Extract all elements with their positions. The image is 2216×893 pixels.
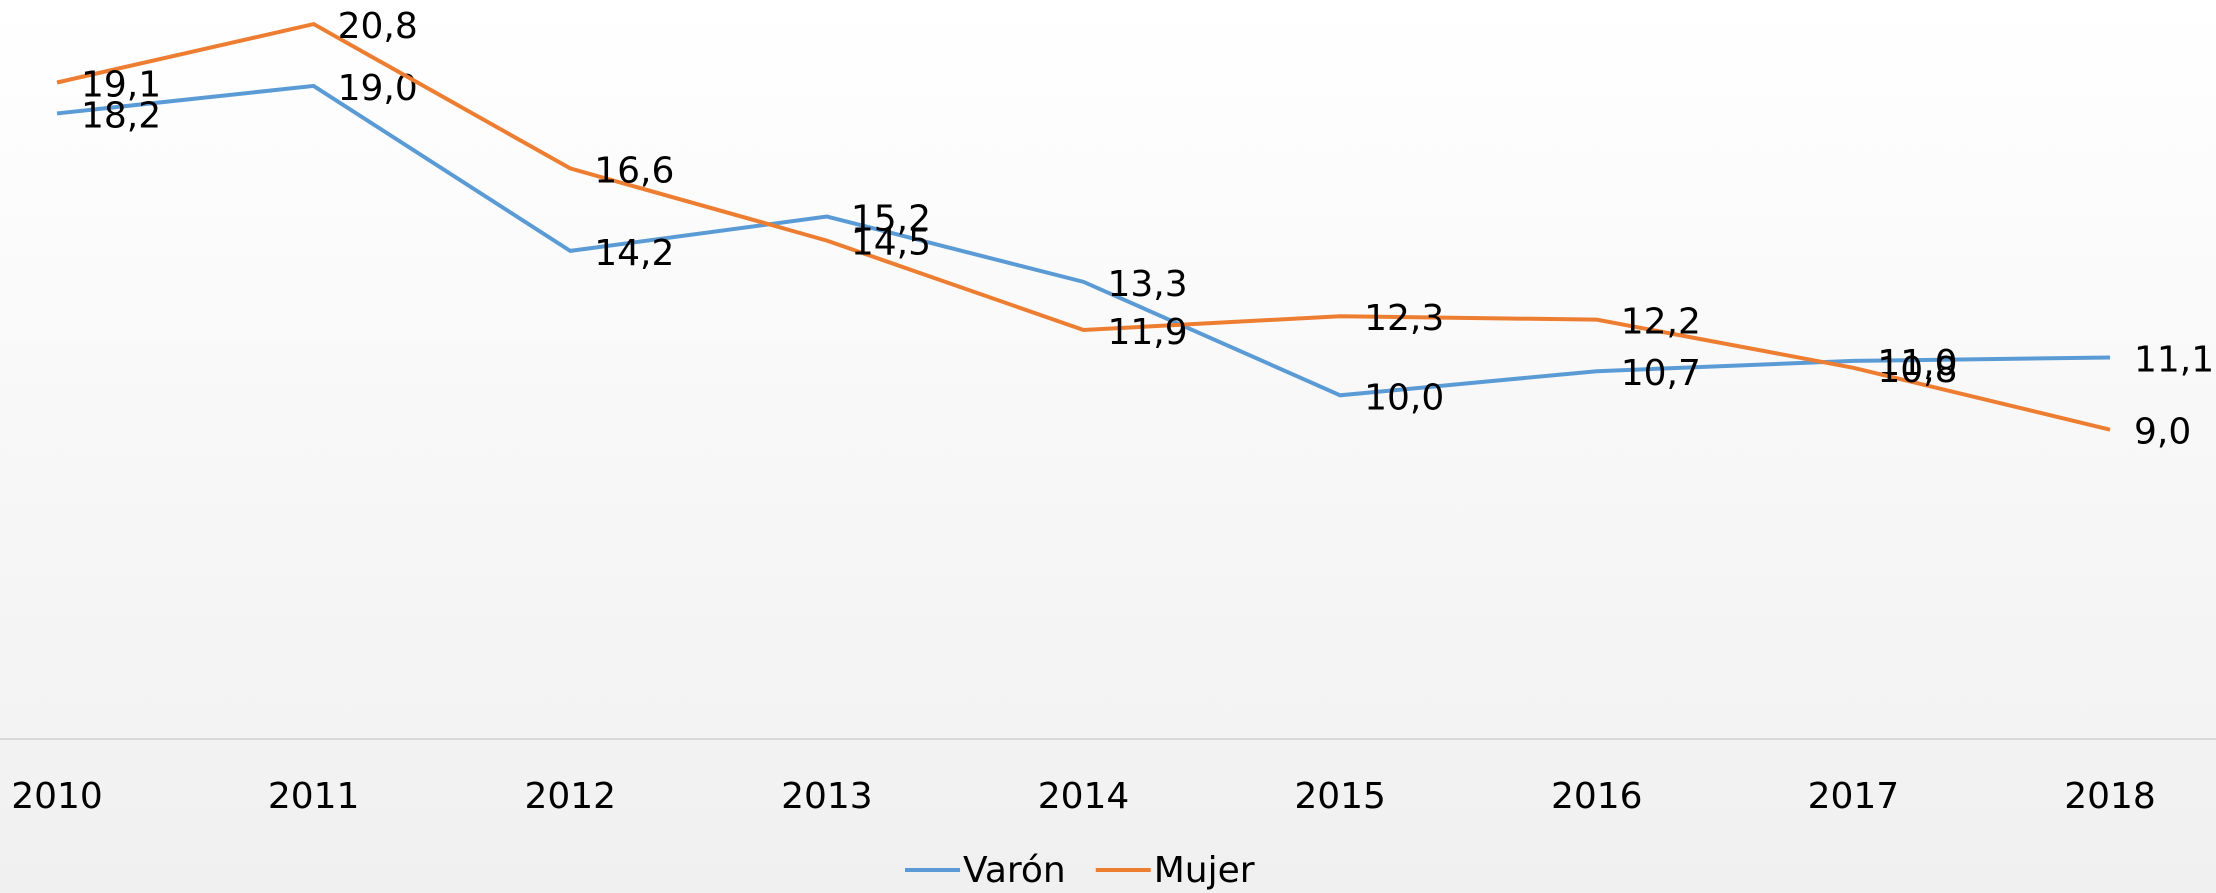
x-tick-label: 2010: [11, 776, 103, 817]
series-line: [56, 83, 2111, 398]
x-tick-label: 2014: [1038, 776, 1130, 817]
x-tick-label: 2012: [524, 776, 616, 817]
x-tick-label: 2015: [1294, 776, 1386, 817]
data-label: 18,2: [81, 95, 161, 136]
data-label: 14,2: [594, 233, 674, 274]
data-label: 13,3: [1108, 264, 1188, 305]
data-label: 20,8: [338, 6, 418, 47]
data-label: 14,5: [851, 223, 931, 264]
legend-label: Mujer: [1154, 850, 1255, 891]
data-label: 10,7: [1621, 353, 1701, 394]
data-label: 11,9: [1108, 312, 1188, 353]
series-line: [56, 21, 2111, 432]
data-label: 15,2: [851, 199, 931, 240]
data-label: 16,6: [594, 150, 674, 191]
x-tick-label: 2011: [268, 776, 360, 817]
x-tick-label: 2018: [2064, 776, 2156, 817]
data-label: 12,3: [1364, 298, 1444, 339]
data-label: 9,0: [2134, 412, 2191, 453]
data-label: 10,8: [1877, 350, 1957, 391]
data-label: 11,1: [2134, 339, 2214, 380]
x-tick-label: 2017: [1808, 776, 1900, 817]
legend-label: Varón: [963, 850, 1066, 891]
data-label: 10,0: [1364, 377, 1444, 418]
data-label: 12,2: [1621, 302, 1701, 343]
x-tick-label: 2013: [781, 776, 873, 817]
x-tick-label: 2016: [1551, 776, 1643, 817]
data-label: 19,1: [81, 64, 161, 105]
